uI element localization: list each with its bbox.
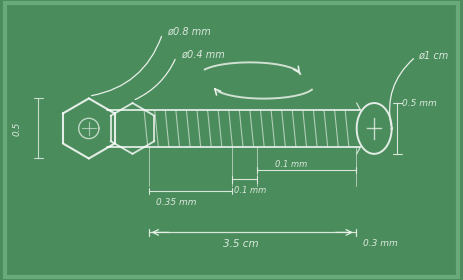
Text: 0.1 mm: 0.1 mm — [234, 186, 266, 195]
Text: ø0.4 mm: ø0.4 mm — [181, 50, 225, 60]
Text: 0.3 mm: 0.3 mm — [363, 239, 397, 248]
Text: 0.5: 0.5 — [13, 121, 22, 136]
Text: 3.5 cm: 3.5 cm — [223, 239, 258, 249]
Text: ø0.8 mm: ø0.8 mm — [167, 26, 211, 36]
Text: 0.35 mm: 0.35 mm — [156, 198, 196, 207]
Text: 0.1 mm: 0.1 mm — [275, 160, 307, 169]
Text: 0.5 mm: 0.5 mm — [402, 99, 437, 108]
Text: ø1 cm: ø1 cm — [418, 51, 448, 61]
